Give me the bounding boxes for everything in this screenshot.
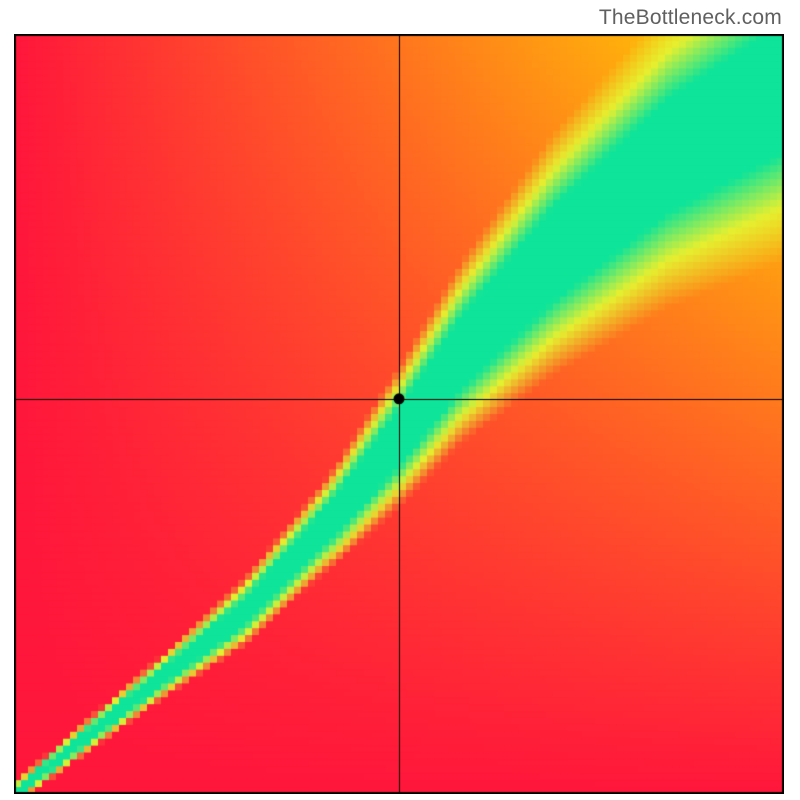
- watermark-label: TheBottleneck.com: [599, 6, 782, 30]
- heatmap-canvas-wrap: [14, 34, 784, 794]
- heatmap-canvas: [14, 34, 784, 794]
- chart-container: TheBottleneck.com: [0, 0, 800, 800]
